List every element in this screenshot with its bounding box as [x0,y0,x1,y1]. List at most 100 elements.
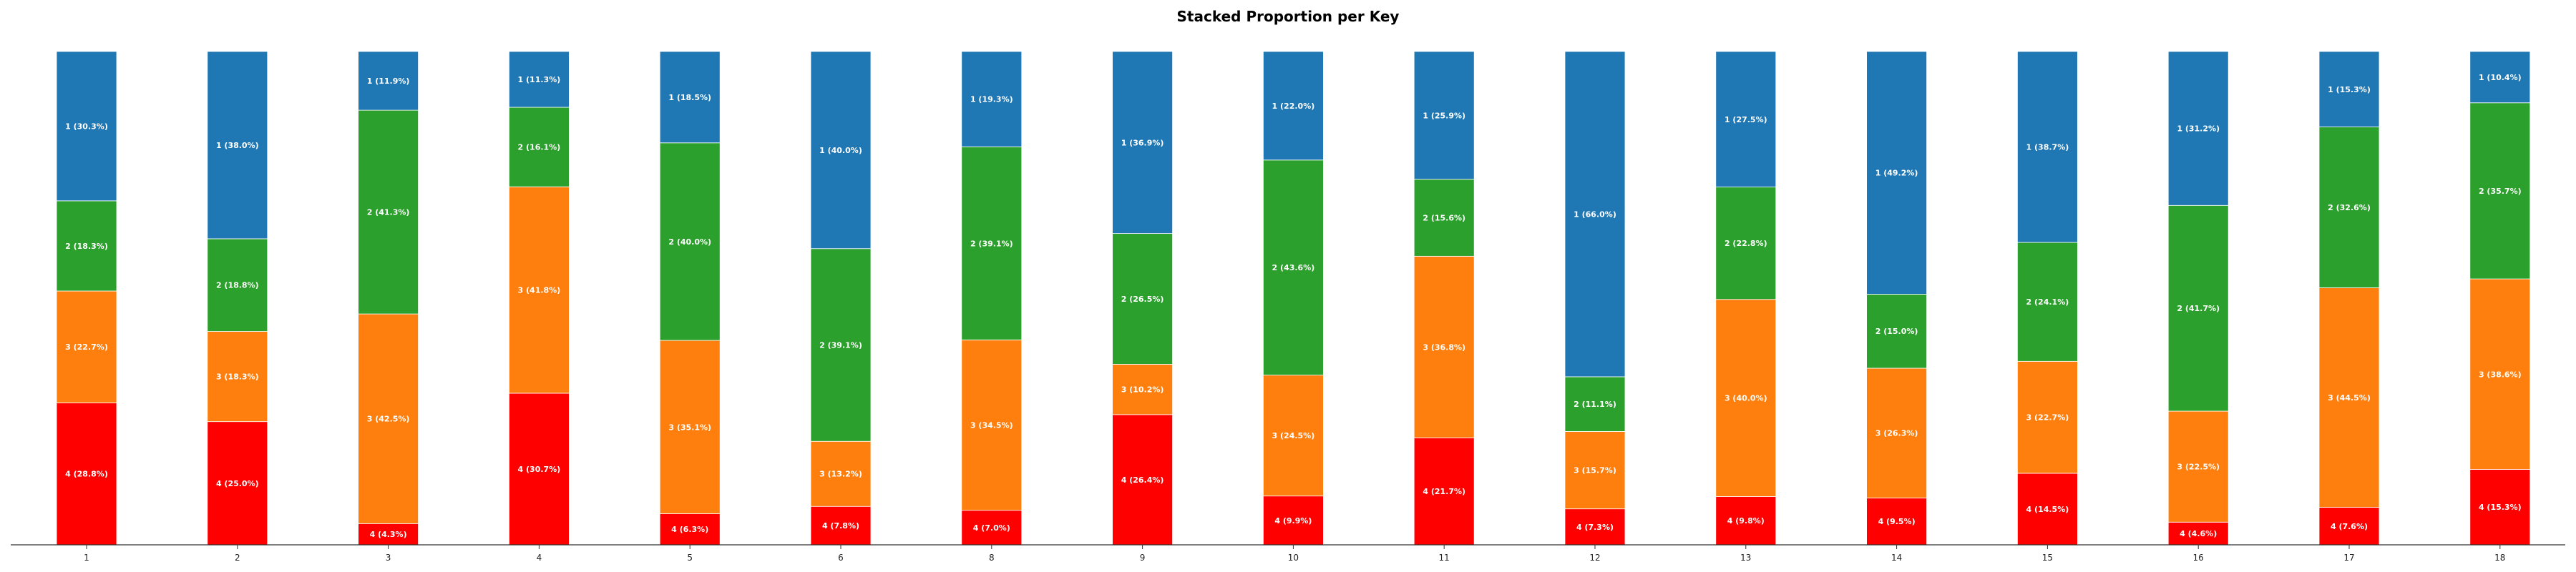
segment-label-13-series-1: 1 (27.5%) [1724,115,1767,124]
bar-segment-17-series-3 [2318,287,2380,508]
segment-label-18-series-4: 4 (15.3%) [2479,503,2522,512]
segment-label-18-series-2: 2 (35.7%) [2479,187,2522,196]
bar-segment-13-series-1 [1715,51,1777,187]
bar-segment-18-series-3 [2469,278,2531,470]
bar-segment-16-series-1 [2167,51,2229,206]
x-tick-label-9: 9 [1140,553,1146,563]
segment-label-18-series-3: 3 (38.6%) [2479,370,2522,379]
segment-label-17-series-1: 1 (15.3%) [2328,85,2371,94]
bar-segment-1-series-4 [56,403,117,546]
segment-label-5-series-2: 2 (40.0%) [668,237,711,247]
segment-label-12-series-2: 2 (11.1%) [1574,400,1616,409]
segment-label-14-series-3: 3 (26.3%) [1875,429,1918,438]
bar-segment-15-series-4 [2016,473,2078,546]
segment-label-15-series-4: 4 (14.5%) [2026,505,2069,514]
segment-label-10-series-4: 4 (9.9%) [1274,516,1312,526]
bar-segment-5-series-4 [659,513,721,546]
bar-segment-10-series-4 [1263,495,1324,546]
bar-segment-13-series-2 [1715,187,1777,300]
bar-segment-8-series-3 [961,339,1023,511]
segment-label-13-series-4: 4 (9.8%) [1727,516,1765,526]
segment-label-8-series-3: 3 (34.5%) [970,421,1013,430]
segment-label-10-series-1: 1 (22.0%) [1272,102,1315,111]
segment-label-9-series-1: 1 (36.9%) [1121,138,1164,147]
x-tick-label-8: 8 [989,553,995,563]
bar-segment-8-series-4 [961,510,1023,546]
bar-segment-3-series-2 [358,109,419,315]
segment-label-17-series-3: 3 (44.5%) [2328,393,2371,403]
segment-label-4-series-3: 3 (41.8%) [518,286,561,295]
bar-segment-5-series-1 [659,51,721,144]
segment-label-8-series-4: 4 (7.0%) [973,523,1010,533]
segment-label-17-series-2: 2 (32.6%) [2328,203,2371,212]
segment-label-8-series-2: 2 (39.1%) [970,239,1013,248]
bar-segment-5-series-3 [659,340,721,514]
segment-label-12-series-1: 1 (66.0%) [1574,209,1616,219]
segment-label-2-series-4: 4 (25.0%) [216,479,259,488]
segment-label-2-series-2: 2 (18.8%) [216,281,259,290]
bar-segment-10-series-2 [1263,159,1324,376]
segment-label-6-series-4: 4 (7.8%) [822,521,859,531]
bar-segment-8-series-2 [961,146,1023,340]
segment-label-9-series-3: 3 (10.2%) [1121,385,1164,395]
segment-label-16-series-2: 2 (41.7%) [2177,304,2220,313]
segment-label-3-series-4: 4 (4.3%) [370,530,407,539]
bar-segment-3-series-1 [358,51,419,111]
chart-title: Stacked Proportion per Key [1177,8,1400,25]
segment-label-16-series-1: 1 (31.2%) [2177,124,2220,134]
segment-label-17-series-4: 4 (7.6%) [2331,522,2368,531]
segment-label-9-series-2: 2 (26.5%) [1121,295,1164,304]
bar-segment-9-series-2 [1112,233,1173,365]
bar-segment-18-series-4 [2469,469,2531,546]
bar-segment-2-series-3 [207,331,268,423]
segment-label-4-series-1: 1 (11.3%) [518,75,561,84]
x-tick-label-16: 16 [2193,553,2204,563]
segment-label-4-series-2: 2 (16.1%) [518,143,561,152]
bar-segment-2-series-1 [207,51,268,240]
x-tick-label-1: 1 [84,553,89,563]
bar-segment-14-series-3 [1866,368,1928,498]
segment-label-9-series-4: 4 (26.4%) [1121,475,1164,485]
segment-label-3-series-2: 2 (41.3%) [367,208,410,217]
segment-label-15-series-2: 2 (24.1%) [2026,297,2069,307]
segment-label-5-series-1: 1 (18.5%) [668,93,711,102]
bar-segment-10-series-1 [1263,51,1324,161]
bar-segment-11-series-1 [1413,51,1475,180]
bar-segment-9-series-1 [1112,51,1173,235]
segment-label-11-series-4: 4 (21.7%) [1423,487,1465,496]
x-tick-label-3: 3 [386,553,391,563]
segment-label-3-series-1: 1 (11.9%) [367,77,410,86]
segment-label-1-series-1: 1 (30.3%) [65,122,108,131]
bar-segment-10-series-3 [1263,375,1324,497]
segment-label-10-series-2: 2 (43.6%) [1272,263,1315,272]
x-tick-label-11: 11 [1439,553,1450,563]
bar-segment-18-series-2 [2469,102,2531,280]
x-tick-label-12: 12 [1589,553,1600,563]
segment-label-13-series-3: 3 (40.0%) [1724,394,1767,403]
segment-label-12-series-3: 3 (15.7%) [1574,466,1616,475]
x-axis-ticks: 1 2 3 4 5 6 8 9 10 11 12 13 14 15 16 17 18 [84,545,2505,563]
segment-label-15-series-1: 1 (38.7%) [2026,143,2069,152]
bar-segment-15-series-1 [2016,51,2078,243]
bar-segment-1-series-1 [56,51,117,202]
segment-label-14-series-2: 2 (15.0%) [1875,327,1918,336]
segment-label-2-series-1: 1 (38.0%) [216,141,259,150]
x-tick-label-4: 4 [537,553,542,563]
segment-label-15-series-3: 3 (22.7%) [2026,413,2069,423]
bar-segment-15-series-2 [2016,242,2078,362]
x-tick-label-18: 18 [2494,553,2505,563]
bar-segment-17-series-1 [2318,51,2380,127]
segment-label-1-series-4: 4 (28.8%) [65,470,108,479]
segment-label-6-series-3: 3 (13.2%) [819,470,862,479]
x-tick-label-17: 17 [2343,553,2354,563]
bar-segment-17-series-4 [2318,507,2380,546]
segment-label-13-series-2: 2 (22.8%) [1724,239,1767,248]
segment-label-14-series-4: 4 (9.5%) [1878,517,1916,526]
bar-segment-9-series-4 [1112,414,1173,546]
segment-label-4-series-4: 4 (30.7%) [518,465,561,474]
bar-segment-14-series-4 [1866,498,1928,546]
segment-label-5-series-4: 4 (6.3%) [671,525,708,534]
bar-segment-16-series-2 [2167,204,2229,412]
bar-segment-4-series-4 [509,393,570,546]
bar-segment-12-series-1 [1564,51,1626,378]
